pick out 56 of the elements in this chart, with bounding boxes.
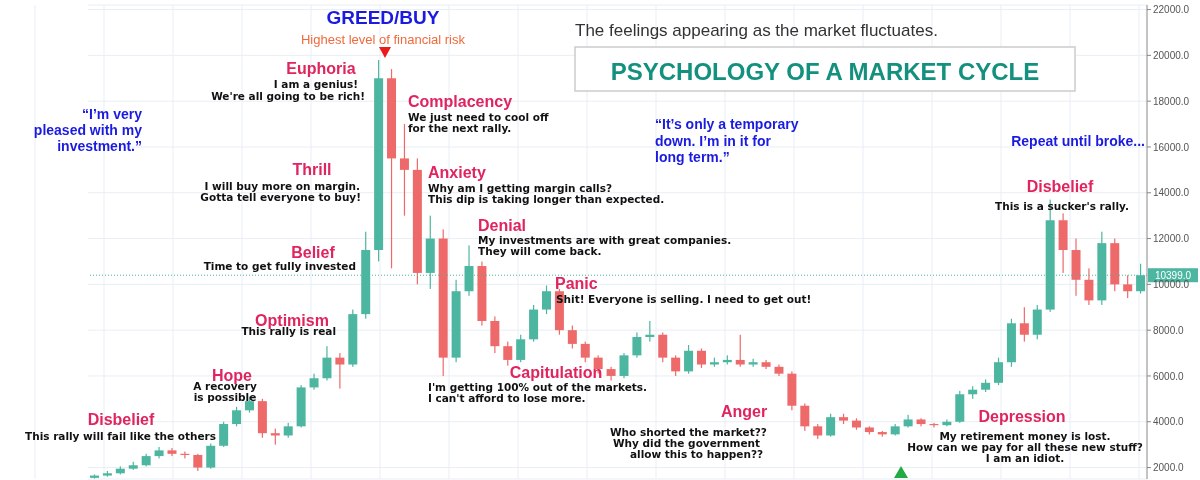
annotation: I'm getting 100% out of the markets. — [428, 381, 648, 393]
y-tick-label: 18000.0 — [1153, 95, 1190, 107]
annotation: Denial — [478, 217, 527, 234]
annotation: Anxiety — [428, 164, 486, 181]
annotation: GREED/BUY — [326, 7, 440, 28]
annotation: Belief — [291, 244, 336, 261]
annotation: Euphoria — [286, 60, 356, 77]
annotation: Panic — [555, 275, 598, 292]
annotation: I can't afford to lose more. — [428, 392, 586, 404]
annotation: “It’s only a temporary — [655, 116, 799, 132]
y-tick-label: 2000.0 — [1153, 462, 1185, 474]
annotation: I am an idiot. — [985, 452, 1065, 464]
candlestick — [180, 451, 190, 459]
y-tick-label: 8000.0 — [1153, 324, 1185, 336]
annotation: Why am I getting margin calls? — [428, 182, 613, 194]
annotation: They will come back. — [478, 245, 602, 257]
text: The feelings appearing as the market fluctuates. — [575, 21, 938, 40]
annotation: for the next rally. — [408, 122, 512, 134]
annotation: How can we pay for all these new stuff? — [907, 441, 1143, 453]
annotation: long term.” — [655, 149, 730, 165]
annotation: Who shorted the market?? — [610, 426, 767, 438]
y-tick-label: 14000.0 — [1153, 187, 1190, 199]
y-tick-label: 6000.0 — [1153, 370, 1185, 382]
annotation: Complacency — [408, 93, 513, 110]
y-tick-label: 22000.0 — [1153, 4, 1190, 16]
annotation: allow this to happen?? — [630, 448, 764, 460]
annotation: Why did the government — [613, 437, 761, 449]
y-tick-label: 20000.0 — [1153, 49, 1190, 61]
y-tick-label: 16000.0 — [1153, 141, 1190, 153]
annotation: Depression — [978, 408, 1066, 425]
annotation: Highest level of financial risk — [300, 32, 466, 47]
annotation: My investments are with great companies. — [478, 234, 732, 246]
annotation: Repeat until broke... — [1011, 133, 1145, 149]
annotation: Capitulation — [509, 364, 603, 381]
annotation: Disbelief — [1026, 178, 1095, 195]
y-tick-label: 4000.0 — [1153, 416, 1185, 428]
annotation: Disbelief — [87, 411, 156, 428]
annotation: down. I’m in it for — [655, 133, 772, 149]
text: PSYCHOLOGY OF A MARKET CYCLE — [610, 58, 1040, 85]
annotation: “I’m very — [82, 106, 143, 122]
candlestick — [929, 422, 939, 428]
annotation: Thrill — [292, 161, 332, 178]
annotation: Gotta tell everyone to buy! — [200, 191, 361, 203]
annotation: We're all going to be rich! — [211, 90, 365, 102]
annotation: My retirement money is lost. — [939, 430, 1111, 442]
annotation: This dip is taking longer than expected. — [428, 193, 665, 205]
annotation: investment.” — [57, 138, 142, 154]
annotation: is possible — [193, 391, 257, 403]
annotation: We just need to cool off — [408, 111, 549, 123]
annotation: I am a genius! — [273, 78, 358, 90]
annotation: I will buy more on margin. — [204, 180, 360, 192]
annotation: This rally will fail like the others — [25, 430, 216, 442]
annotation: pleased with my — [33, 122, 143, 138]
y-tick-label: 12000.0 — [1153, 233, 1190, 245]
annotation: Anger — [720, 403, 768, 420]
annotation: Time to get fully invested — [203, 260, 356, 272]
